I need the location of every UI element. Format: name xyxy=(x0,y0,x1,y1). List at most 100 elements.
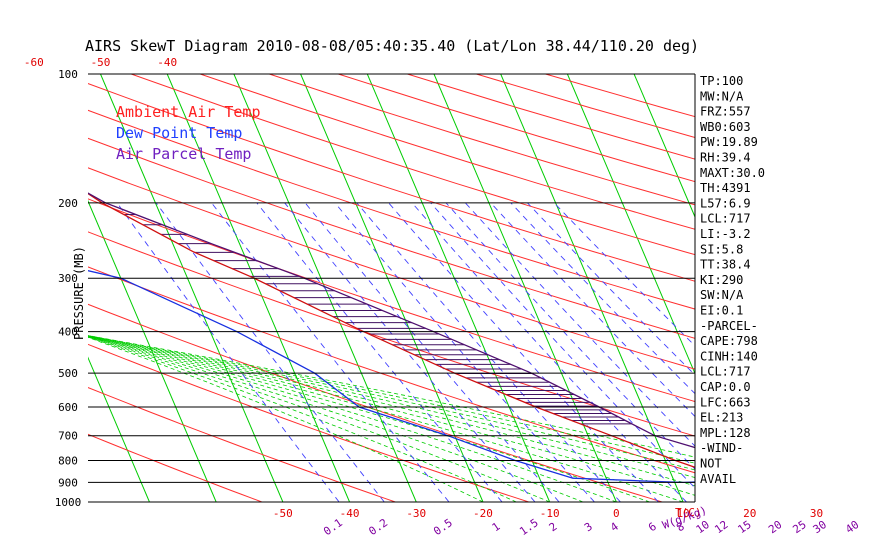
bottom-temp-tick-label: -40 xyxy=(340,507,360,520)
index-label: CAPE:798 xyxy=(700,334,758,348)
bottom-temp-tick-label: -20 xyxy=(473,507,493,520)
index-label: MPL:128 xyxy=(700,426,751,440)
mixing-ratio-tick-label: 25 xyxy=(790,518,808,536)
pressure-tick-label: 200 xyxy=(58,197,78,210)
mixing-ratio-tick-label: 10 xyxy=(694,518,712,536)
pressure-tick-label: 100 xyxy=(58,68,78,81)
legend-entry: Ambient Air Temp xyxy=(116,103,261,121)
dry-adiabat-line xyxy=(88,433,263,502)
mixing-ratio-line xyxy=(445,202,695,470)
isotherm-line xyxy=(633,74,695,219)
index-label: LCL:717 xyxy=(700,212,751,226)
bottom-temp-tick-label: 20 xyxy=(743,507,756,520)
index-label: EI:0.1 xyxy=(700,304,743,318)
mixing-ratio-line xyxy=(116,202,340,502)
isotherm-line xyxy=(300,74,484,502)
dry-adiabat-line xyxy=(88,303,663,502)
dry-adiabat-line xyxy=(88,167,695,370)
isotherm-line xyxy=(88,356,150,502)
mixing-ratio-tick-label: 2 xyxy=(547,520,560,534)
isotherm-line xyxy=(768,74,870,502)
index-label: KI:290 xyxy=(700,273,743,287)
index-label: TT:38.4 xyxy=(700,258,751,272)
mixing-ratio-tick-label: 0.2 xyxy=(366,516,390,538)
index-label: PW:19.89 xyxy=(700,135,758,149)
mixing-ratio-line xyxy=(155,202,385,502)
mixing-ratio-tick-label: 30 xyxy=(811,518,829,536)
legend-entry: Air Parcel Temp xyxy=(116,145,251,163)
isotherm-line xyxy=(566,74,695,375)
pressure-tick-label: 800 xyxy=(58,455,78,468)
legend-entry: Dew Point Temp xyxy=(116,124,242,142)
index-label: -PARCEL- xyxy=(700,319,758,333)
index-label: RH:39.4 xyxy=(700,151,751,165)
mixing-ratio-line xyxy=(388,202,659,502)
mixing-ratio-tick-label: 40 xyxy=(843,518,861,536)
dry-adiabat-line xyxy=(200,74,695,230)
mixing-ratio-tick-label: 6 xyxy=(646,520,659,534)
dry-adiabat-line xyxy=(338,74,695,183)
y-axis-label: PRESSURE (MB) xyxy=(72,246,86,340)
index-label: LI:-3.2 xyxy=(700,227,751,241)
top-temp-tick-label: -50 xyxy=(91,56,111,69)
mixing-ratio-line xyxy=(527,202,695,376)
isotherm-line xyxy=(366,74,551,502)
index-label: SI:5.8 xyxy=(700,242,743,256)
pressure-tick-label: 700 xyxy=(58,430,78,443)
bottom-temp-tick-label: 0 xyxy=(613,507,620,520)
index-label: TP:100 xyxy=(700,74,743,88)
index-label: NOT xyxy=(700,457,722,471)
moist-adiabat-line xyxy=(88,336,517,502)
index-label: WB0:603 xyxy=(700,120,751,134)
bottom-temp-tick-label: -10 xyxy=(540,507,560,520)
dry-adiabat-line xyxy=(476,74,695,139)
pressure-tick-label: 900 xyxy=(58,476,78,489)
mixing-ratio-tick-label: 20 xyxy=(766,518,784,536)
mixing-ratio-line xyxy=(334,202,595,502)
x-axis-label-temp: T(C) xyxy=(675,506,702,519)
moist-adiabat-line xyxy=(88,336,550,502)
moist-adiabat-line xyxy=(88,336,617,502)
index-label: L57:6.9 xyxy=(700,196,751,210)
top-temp-tick-label: -40 xyxy=(157,56,177,69)
mixing-ratio-tick-label: 4 xyxy=(608,520,621,535)
pressure-tick-label: 600 xyxy=(58,401,78,414)
bottom-temp-tick-label: -30 xyxy=(406,507,426,520)
bottom-temp-tick-label: 10 xyxy=(676,507,689,520)
mixing-ratio-line xyxy=(256,202,503,502)
index-label: EL:213 xyxy=(700,411,743,425)
pressure-tick-label: 400 xyxy=(58,326,78,339)
dry-adiabat-line xyxy=(88,266,695,474)
dry-adiabat-line xyxy=(88,198,695,403)
chart-title: AIRS SkewT Diagram 2010-08-08/05:40:35.4… xyxy=(85,37,699,55)
index-label: LCL:717 xyxy=(700,365,751,379)
isotherm-line xyxy=(100,74,284,502)
index-label: TH:4391 xyxy=(700,181,751,195)
mixing-ratio-line xyxy=(411,202,687,502)
mixing-ratio-tick-label: 3 xyxy=(582,520,595,534)
mixing-ratio-tick-label: 0.5 xyxy=(431,516,455,538)
index-label: CAP:0.0 xyxy=(700,380,751,394)
index-label: CINH:140 xyxy=(700,349,758,363)
dry-adiabat-line xyxy=(88,137,695,339)
bottom-temp-tick-label: -50 xyxy=(273,507,293,520)
index-label: SW:N/A xyxy=(700,288,744,302)
index-label: FRZ:557 xyxy=(700,105,751,119)
dry-adiabat-line xyxy=(88,83,695,282)
mixing-ratio-line xyxy=(304,202,560,502)
isotherm-line xyxy=(834,74,870,502)
mixing-ratio-tick-label: 12 xyxy=(712,518,730,536)
dry-adiabat-line xyxy=(88,387,396,502)
index-label: AVAIL xyxy=(700,472,736,486)
mixing-ratio-line xyxy=(356,202,621,502)
pressure-tick-label: 300 xyxy=(58,272,78,285)
index-label: LFC:663 xyxy=(700,395,751,409)
mixing-ratio-tick-label: 15 xyxy=(735,518,753,536)
mixing-ratio-line xyxy=(510,202,695,395)
dry-adiabat-line xyxy=(88,343,529,502)
mixing-ratio-tick-label: 1.5 xyxy=(517,516,541,538)
dry-adiabat-line xyxy=(269,74,695,206)
dry-adiabat-line xyxy=(88,109,695,310)
pressure-tick-label: 1000 xyxy=(55,496,82,509)
